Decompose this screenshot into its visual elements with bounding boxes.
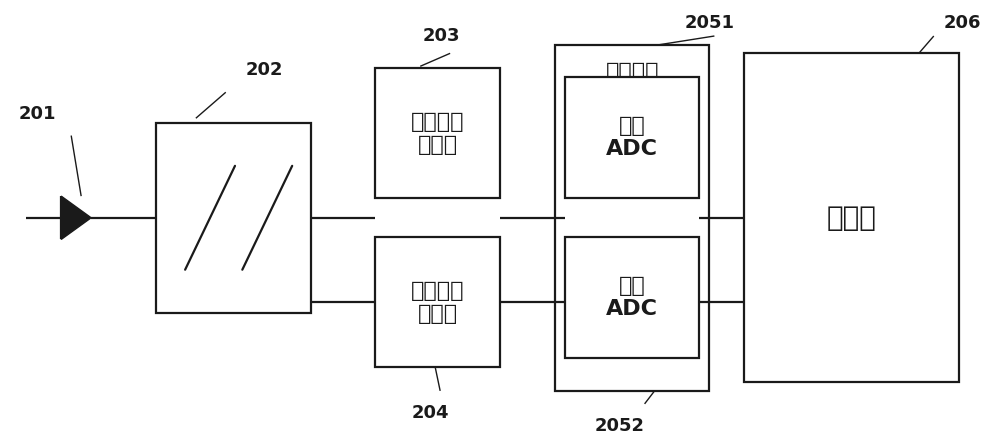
Text: 204: 204 [411,404,449,422]
Bar [744,53,959,382]
Bar [565,237,699,359]
Bar [375,237,500,367]
Bar [156,123,311,313]
Text: 模数转换
模兗2、05: 模数转换 模兗2、05 [589,62,675,105]
Text: 202: 202 [246,61,283,79]
Text: 第一
ADC: 第一 ADC [606,116,658,159]
Text: 2052: 2052 [595,417,645,435]
Bar [375,69,500,198]
Polygon shape [61,196,91,239]
Text: 203: 203 [423,27,460,45]
Text: 206: 206 [944,14,981,32]
Text: 处理器: 处理器 [827,204,876,232]
Text: 第一光电
探测器: 第一光电 探测器 [411,112,464,155]
Bar [565,77,699,198]
Text: 2051: 2051 [684,14,734,32]
Bar [555,45,709,391]
Text: 第二
ADC: 第二 ADC [606,276,658,319]
Text: 第二光电
探测器: 第二光电 探测器 [411,281,464,324]
Text: 201: 201 [19,105,56,123]
